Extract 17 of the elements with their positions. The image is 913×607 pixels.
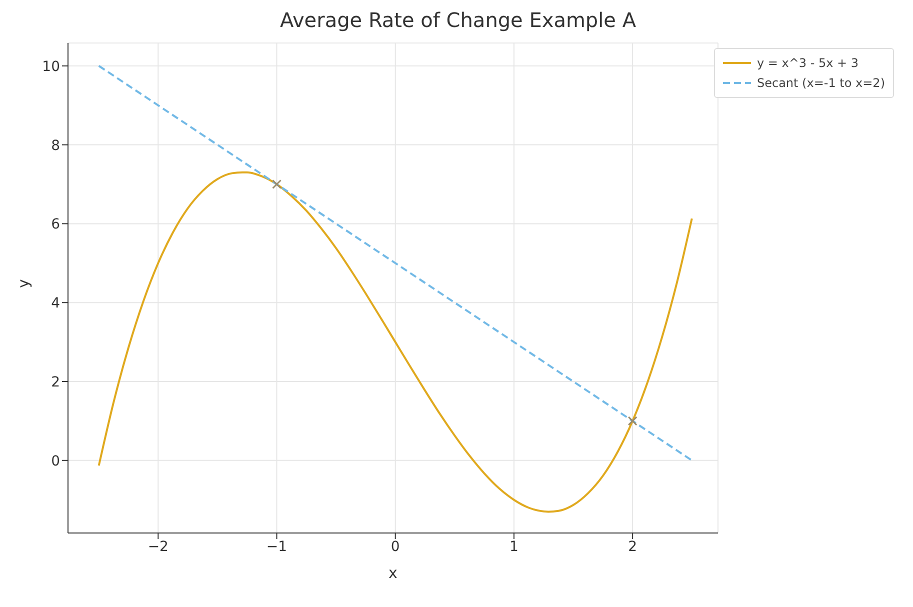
y-tick-label: 8: [51, 138, 60, 154]
x-tick-label: 0: [390, 538, 400, 555]
x-axis-title: x: [388, 564, 398, 582]
chart-title: Average Rate of Change Example A: [278, 8, 638, 34]
y-axis-title: y: [14, 279, 32, 288]
y-tick-label: 4: [51, 296, 60, 312]
y-tick-label: 2: [51, 374, 60, 390]
y-tick-label: 6: [51, 216, 60, 233]
x-tick-label: −2: [148, 538, 168, 555]
legend-label: Secant (x=-1 to x=2): [756, 75, 885, 92]
line-series: [98, 171, 693, 513]
x-tick-label: −1: [266, 538, 288, 555]
x-tick-label: 2: [628, 538, 638, 555]
x-tick-label: 1: [510, 538, 518, 555]
y-tick-label: 0: [51, 453, 60, 470]
legend-label: y = x^3 - 5x + 3: [756, 55, 859, 72]
y-tick-label: 10: [42, 58, 60, 75]
